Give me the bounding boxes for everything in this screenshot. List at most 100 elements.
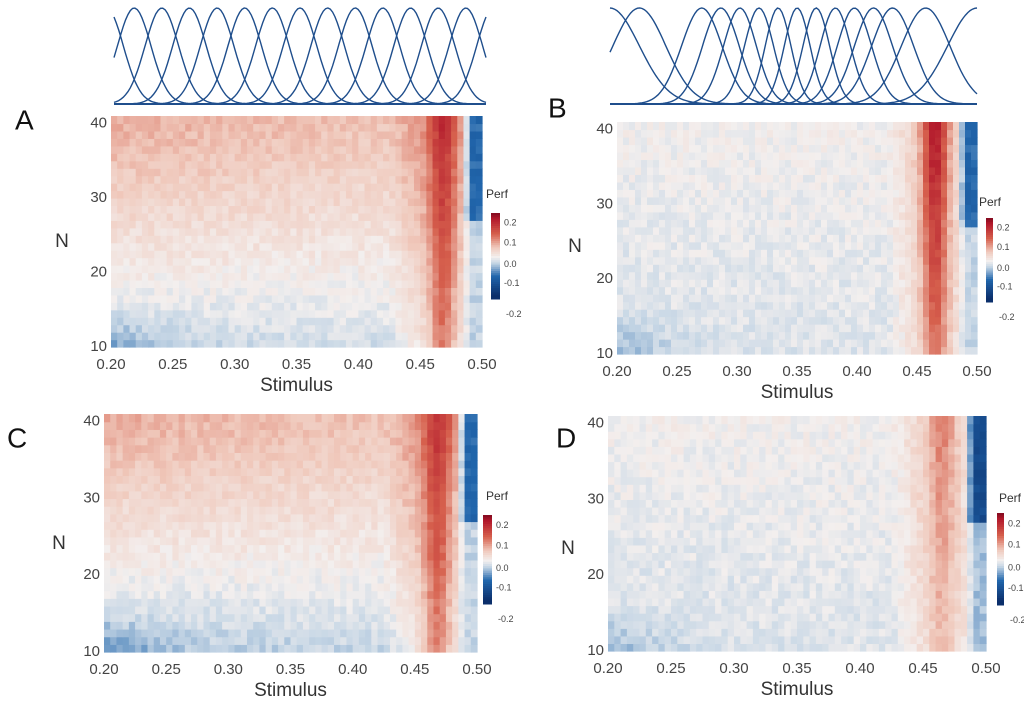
- heatmap-cell: [277, 190, 285, 199]
- heatmap-cell: [851, 196, 858, 205]
- colorbar-step: [986, 234, 993, 238]
- heatmap-cell: [420, 197, 427, 207]
- heatmap-cell: [111, 272, 118, 281]
- heatmap-cell: [707, 279, 714, 288]
- heatmap-cell: [240, 544, 248, 553]
- heatmap-cell: [457, 235, 465, 244]
- heatmap-cell: [228, 559, 236, 569]
- heatmap-cell: [623, 174, 630, 183]
- heatmap-cell: [797, 166, 804, 175]
- heatmap-cell: [371, 644, 379, 653]
- heatmap-cell: [296, 567, 304, 576]
- heatmap-cell: [278, 536, 285, 546]
- heatmap-cell: [755, 144, 762, 153]
- heatmap-cell: [123, 175, 131, 184]
- heatmap-cell: [160, 168, 168, 177]
- heatmap-cell: [797, 196, 804, 205]
- heatmap-cell: [881, 136, 888, 146]
- heatmap-cell: [767, 226, 774, 235]
- heatmap-cell: [327, 598, 335, 607]
- heatmap-cell: [707, 271, 714, 280]
- heatmap-cell: [749, 189, 756, 198]
- heatmap-cell: [923, 189, 930, 198]
- heatmap-cell: [111, 160, 118, 169]
- heatmap-cell: [857, 204, 864, 213]
- heatmap-cell: [426, 212, 434, 221]
- heatmap-cell: [677, 256, 684, 265]
- heatmap-cell: [315, 544, 323, 553]
- heatmap-cell: [265, 145, 273, 154]
- heatmap-cell: [117, 265, 124, 274]
- heatmap-cell: [749, 286, 756, 295]
- heatmap-cell: [701, 339, 708, 348]
- heatmap-cell: [160, 183, 168, 192]
- heatmap-cell: [154, 145, 162, 154]
- heatmap-cell: [743, 189, 750, 198]
- heatmap-cell: [228, 227, 236, 236]
- heatmap-cell: [725, 159, 732, 168]
- heatmap-cell: [296, 145, 304, 154]
- heatmap-cell: [135, 598, 142, 607]
- heatmap-cell: [731, 151, 738, 161]
- heatmap-cell: [875, 174, 882, 183]
- heatmap-cell: [779, 159, 786, 168]
- heatmap-cell: [308, 227, 316, 236]
- heatmap-cell: [475, 220, 483, 229]
- heatmap-cell: [438, 339, 446, 348]
- heatmap-cell: [469, 220, 477, 229]
- heatmap-cell: [899, 196, 906, 205]
- heatmap-cell: [184, 521, 192, 530]
- heatmap-cell: [339, 153, 347, 162]
- heatmap-cell: [284, 160, 291, 169]
- heatmap-cell: [246, 544, 254, 553]
- heatmap-cell: [216, 175, 223, 184]
- heatmap-cell: [240, 621, 248, 630]
- heatmap-cell: [965, 122, 972, 131]
- heatmap-cell: [887, 301, 894, 310]
- heatmap-cell: [959, 324, 966, 333]
- heatmap-cell: [635, 196, 642, 205]
- heatmap-cell: [719, 339, 726, 348]
- heatmap-cell: [779, 181, 786, 190]
- colorbar-step: [491, 251, 500, 255]
- heatmap-cell: [785, 189, 792, 198]
- heatmap-cell: [947, 256, 954, 265]
- heatmap-cell: [737, 159, 744, 168]
- heatmap-cell: [815, 166, 822, 175]
- heatmap-cell: [122, 621, 130, 630]
- heatmap-cell: [284, 145, 291, 154]
- heatmap-cell: [395, 317, 403, 326]
- heatmap-cell: [395, 309, 403, 318]
- heatmap-cell: [402, 552, 410, 561]
- heatmap-cell: [389, 598, 397, 607]
- heatmap-cell: [749, 204, 756, 213]
- heatmap-cell: [296, 160, 304, 169]
- heatmap-cell: [869, 286, 876, 295]
- heatmap-cell: [905, 196, 912, 205]
- heatmap-cell: [407, 287, 415, 296]
- heatmap-cell: [364, 175, 372, 184]
- heatmap-cell: [141, 575, 149, 584]
- heatmap-cell: [683, 241, 690, 250]
- colorbar-step: [986, 251, 993, 255]
- heatmap-cell: [451, 153, 458, 162]
- heatmap-cell: [899, 204, 906, 213]
- heatmap-cell: [172, 287, 180, 296]
- heatmap-cell: [869, 264, 876, 273]
- heatmap-cell: [358, 605, 366, 615]
- heatmap-cell: [433, 590, 441, 599]
- heatmap-cell: [184, 582, 192, 592]
- heatmap-cell: [327, 513, 335, 523]
- heatmap-cell: [971, 286, 978, 295]
- heatmap-cell: [432, 160, 440, 169]
- heatmap-cell: [713, 204, 720, 213]
- heatmap-cell: [402, 529, 410, 538]
- heatmap-cell: [463, 309, 471, 318]
- heatmap-cell: [321, 168, 329, 177]
- heatmap-cell: [857, 249, 864, 258]
- heatmap-cell: [154, 257, 162, 266]
- heatmap-cell: [222, 644, 229, 653]
- heatmap-cell: [433, 536, 441, 546]
- heatmap-cell: [191, 309, 199, 318]
- heatmap-cell: [389, 235, 397, 244]
